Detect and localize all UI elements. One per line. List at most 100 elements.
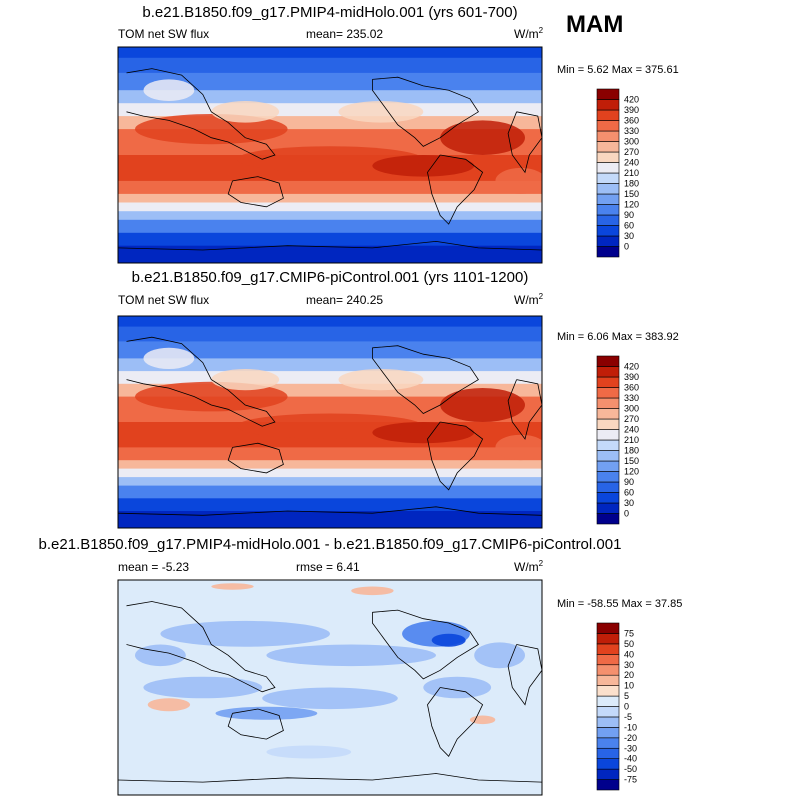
field-feature: [495, 434, 542, 461]
colorbar-tick-label: 330: [624, 393, 639, 403]
colorbar-tick-label: 270: [624, 147, 639, 157]
field-feature: [135, 644, 186, 667]
colorbar-swatch: [596, 235, 620, 247]
min-max-label: Min = 6.06 Max = 383.92: [557, 331, 679, 343]
colorbar-swatch: [596, 706, 620, 718]
field-band: [118, 326, 542, 342]
colorbar-swatch: [596, 492, 620, 504]
colorbar-swatch: [596, 685, 620, 697]
colorbar-tick-label: 0: [624, 702, 629, 712]
colorbar-swatch: [596, 120, 620, 132]
units-label: W/m2: [514, 559, 544, 574]
colorbar-tick-label: 150: [624, 189, 639, 199]
colorbar-swatch: [596, 408, 620, 420]
mean-label: mean= 240.25: [306, 293, 383, 307]
variable-label: TOM net SW flux: [118, 293, 209, 307]
variable-label: TOM net SW flux: [118, 27, 209, 41]
field-band: [118, 103, 542, 117]
colorbar-tick-label: 390: [624, 372, 639, 382]
colorbar-swatch: [596, 716, 620, 728]
colorbar-swatch: [596, 654, 620, 666]
colorbar-tick-label: -20: [624, 733, 637, 743]
field-band: [118, 180, 542, 195]
field-band: [118, 477, 542, 487]
field-band: [118, 498, 542, 512]
colorbar-swatch: [596, 214, 620, 226]
min-max-label: Min = 5.62 Max = 375.61: [557, 64, 679, 76]
field-band: [118, 47, 542, 59]
field-feature: [266, 644, 437, 667]
colorbar-swatch: [596, 141, 620, 153]
colorbar-tick-label: 30: [624, 498, 634, 508]
field-band: [118, 485, 542, 499]
field-band: [118, 245, 542, 263]
colorbar-tick-label: 40: [624, 649, 634, 659]
field-band: [118, 57, 542, 74]
field-band: [118, 202, 542, 212]
colorbar-swatch: [596, 439, 620, 451]
colorbar-swatch: [596, 664, 620, 676]
field-band: [118, 90, 542, 104]
colorbar-swatch: [596, 130, 620, 142]
field-feature: [215, 706, 318, 720]
field-band: [118, 511, 542, 528]
colorbar-swatch: [596, 513, 620, 525]
colorbar-tick-label: 30: [624, 660, 634, 670]
colorbar-tick-label: -50: [624, 764, 637, 774]
colorbar-swatch: [596, 183, 620, 195]
panel-3: b.e21.B1850.f09_g17.PMIP4-midHolo.001 - …: [39, 536, 682, 796]
field-band: [118, 211, 542, 221]
colorbar-swatch: [596, 674, 620, 686]
map-field: [118, 47, 542, 263]
colorbar-swatch: [596, 88, 620, 100]
field-feature: [160, 620, 330, 647]
field-feature: [423, 676, 492, 699]
mean-label: mean = -5.23: [118, 560, 189, 574]
field-band: [118, 447, 542, 461]
field-band: [118, 468, 542, 478]
colorbar-tick-label: -75: [624, 775, 637, 785]
colorbar-tick-label: 50: [624, 639, 634, 649]
colorbar-tick-label: 60: [624, 488, 634, 498]
map-frame: [117, 46, 543, 264]
colorbar-swatch: [596, 204, 620, 216]
colorbar-tick-label: -10: [624, 722, 637, 732]
colorbar-tick-label: 420: [624, 362, 639, 372]
colorbar-swatch: [596, 737, 620, 749]
colorbar-tick-label: 120: [624, 467, 639, 477]
field-band: [118, 358, 542, 372]
coastline: [118, 68, 542, 251]
colorbar-swatch: [596, 727, 620, 739]
field-band: [118, 232, 542, 247]
colorbar-tick-label: 120: [624, 200, 639, 210]
colorbar-tick-label: 390: [624, 105, 639, 115]
colorbar-swatch: [596, 366, 620, 378]
colorbar-tick-label: 75: [624, 628, 634, 638]
coastline: [118, 601, 542, 783]
panel-title: b.e21.B1850.f09_g17.PMIP4-midHolo.001 (y…: [142, 4, 517, 21]
field-feature: [474, 642, 525, 669]
colorbar-tick-label: -5: [624, 712, 632, 722]
map-frame: [117, 315, 543, 529]
colorbar-swatch: [596, 429, 620, 441]
field-feature: [143, 347, 195, 369]
colorbar-swatch: [596, 643, 620, 655]
field-feature: [440, 388, 525, 422]
field-band: [118, 460, 542, 470]
colorbar-tick-label: 240: [624, 158, 639, 168]
colorbar-swatch: [596, 695, 620, 707]
colorbar-swatch: [596, 418, 620, 430]
colorbar-swatch: [596, 633, 620, 645]
field-feature: [495, 167, 542, 194]
colorbar-swatch: [596, 225, 620, 237]
colorbar-tick-label: 210: [624, 435, 639, 445]
colorbar-swatch: [596, 502, 620, 514]
panel-title: b.e21.B1850.f09_g17.CMIP6-piControl.001 …: [132, 269, 529, 286]
field-band: [118, 193, 542, 203]
colorbar-tick-label: 300: [624, 137, 639, 147]
colorbar-swatch: [596, 768, 620, 780]
